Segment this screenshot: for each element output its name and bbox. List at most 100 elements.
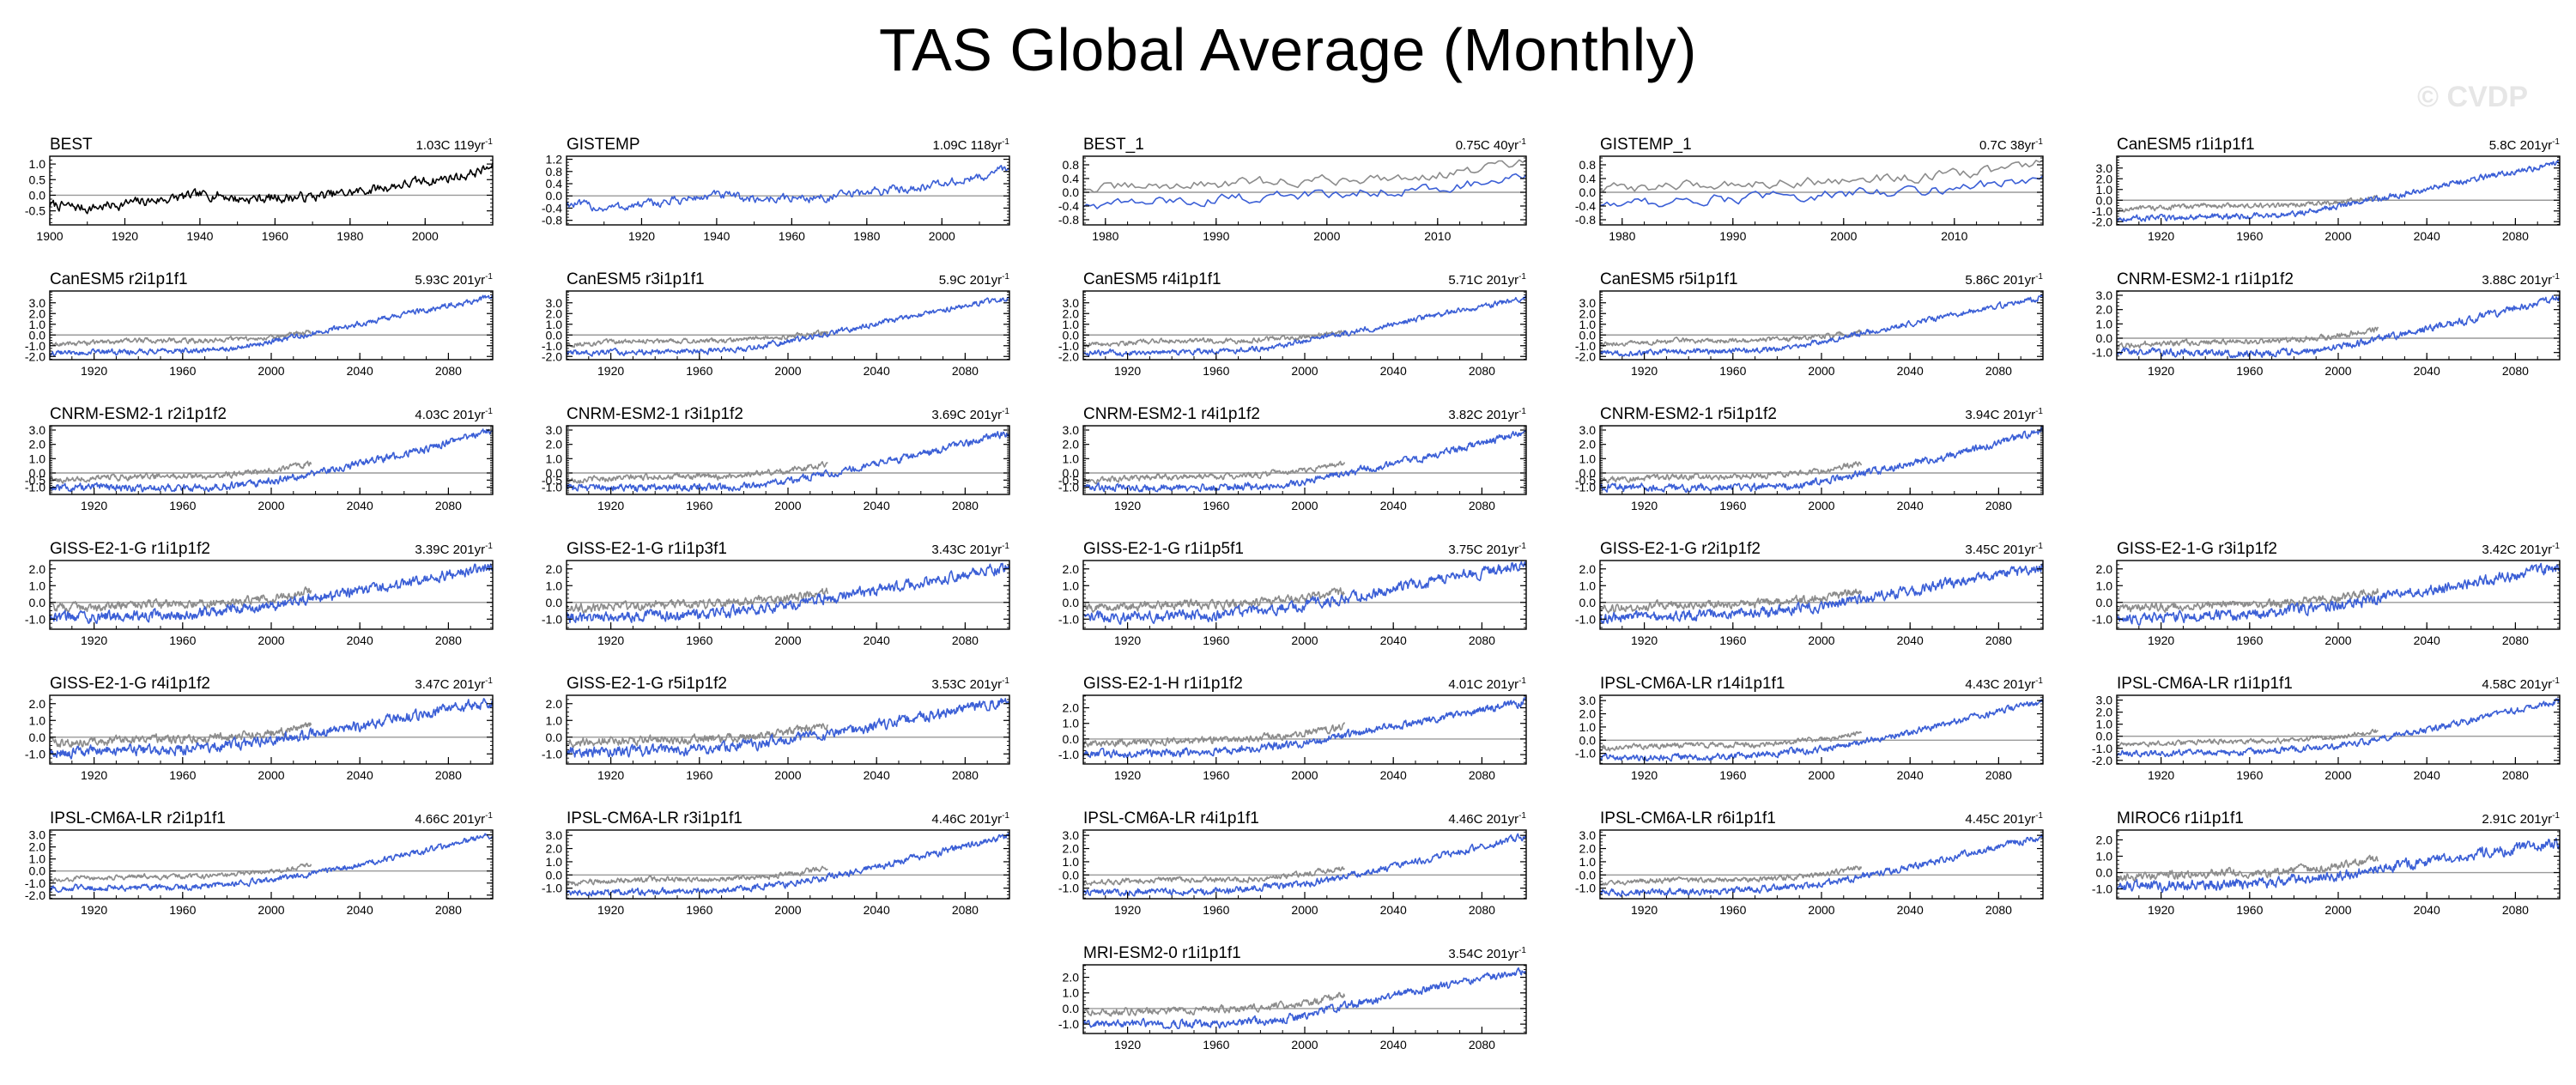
chart-title: CanESM5 r5i1p1f1 — [1600, 270, 1738, 288]
chart-panel: CanESM5 r3i1p1f1 5.9C 201yr-1 1920 1960 2000… — [542, 270, 1010, 378]
y-tick-label: -1.0 — [1058, 1017, 1079, 1031]
chart-panel: GISS-E2-1-G r1i1p3f1 3.43C 201yr-1 1920 196… — [542, 540, 1010, 647]
series-line — [1599, 588, 1863, 614]
series-line — [49, 294, 494, 356]
x-tick-label: 2080 — [1469, 1038, 1495, 1052]
y-tick-label: 1.0 — [1063, 717, 1080, 730]
y-tick-label: 3.0 — [1579, 296, 1597, 310]
x-tick-label: 2040 — [1380, 1038, 1407, 1052]
y-tick-label: 3.0 — [1063, 296, 1080, 310]
x-tick-label: 1960 — [686, 903, 712, 917]
series-line — [566, 329, 829, 349]
trend-label: 0.7C 38yr-1 — [1979, 137, 2043, 153]
x-tick-label: 2000 — [2324, 364, 2351, 378]
x-tick-label: 1920 — [112, 229, 138, 243]
chart-title: CanESM5 r2i1p1f1 — [50, 270, 188, 288]
chart-panel: CanESM5 r2i1p1f1 5.93C 201yr-1 1920 1960 200… — [25, 270, 494, 378]
trend-label: 4.01C 201yr-1 — [1448, 676, 1526, 692]
y-tick-label: 3.0 — [1579, 694, 1597, 707]
y-tick-label: 2.0 — [1579, 562, 1597, 576]
series-line — [566, 587, 829, 615]
x-tick-label: 2040 — [1380, 364, 1407, 378]
x-tick-label: 1920 — [81, 903, 107, 917]
y-tick-label: 3.0 — [546, 423, 563, 437]
y-tick-label: -1.0 — [542, 481, 562, 494]
chart-panel: GISS-E2-1-G r2i1p1f2 3.45C 201yr-1 1920 196… — [1575, 540, 2044, 647]
x-tick-label: 2040 — [347, 768, 373, 782]
y-tick-label: 0.8 — [546, 165, 563, 179]
y-tick-label: -2.0 — [1058, 349, 1079, 363]
trend-exponent: -1 — [1002, 137, 1009, 147]
chart-panel: CNRM-ESM2-1 r5i1p1f2 3.94C 201yr-1 1920 196… — [1575, 405, 2044, 512]
y-tick-label: -0.5 — [1058, 473, 1079, 487]
series-line — [1082, 967, 1527, 1029]
x-tick-label: 1940 — [703, 229, 730, 243]
chart-title: CNRM-ESM2-1 r5i1p1f2 — [1600, 405, 1777, 423]
series-line — [1083, 330, 1346, 348]
y-tick-label: 2.0 — [546, 562, 563, 576]
x-tick-label: 1920 — [81, 633, 107, 647]
trend-label: 3.43C 201yr-1 — [931, 542, 1009, 557]
y-tick-label: -0.5 — [25, 473, 45, 487]
series-line — [566, 430, 1010, 493]
y-tick-label: 0.0 — [1063, 185, 1080, 199]
y-tick-label: -0.5 — [1575, 473, 1596, 487]
series-line — [1082, 587, 1345, 613]
trend-exponent: -1 — [485, 811, 493, 821]
series-line — [1082, 696, 1527, 759]
y-tick-label: 0.0 — [1579, 596, 1597, 609]
chart-panel: CNRM-ESM2-1 r3i1p1f2 3.69C 201yr-1 1920 196… — [542, 405, 1010, 512]
y-tick-label: -0.8 — [542, 214, 562, 227]
trend-label: 2.91C 201yr-1 — [2482, 811, 2560, 827]
x-tick-label: 1920 — [2148, 768, 2174, 782]
trend-exponent: -1 — [2552, 542, 2560, 551]
x-tick-label: 2000 — [1291, 364, 1318, 378]
y-tick-label: 2.0 — [1579, 707, 1597, 721]
x-tick-label: 2000 — [258, 768, 284, 782]
y-tick-label: -1.0 — [1575, 339, 1596, 353]
trend-exponent: -1 — [1002, 811, 1009, 821]
x-tick-label: 2000 — [258, 364, 284, 378]
x-tick-label: 2040 — [1897, 633, 1924, 647]
trend-label: 3.45C 201yr-1 — [1965, 542, 2043, 557]
chart-panel: MIROC6 r1i1p1f1 2.91C 201yr-1 1920 1960 2000… — [2092, 809, 2561, 917]
y-tick-label: -1.0 — [25, 747, 45, 761]
trend-exponent: -1 — [1518, 946, 1526, 955]
x-tick-label: 1960 — [262, 229, 288, 243]
x-tick-label: 2080 — [2502, 768, 2529, 782]
x-tick-label: 1960 — [1719, 903, 1746, 917]
y-tick-label: -0.8 — [1575, 213, 1596, 227]
y-tick-label: 1.0 — [1063, 452, 1080, 465]
plot-frame — [1082, 155, 1527, 226]
trend-label: 4.58C 201yr-1 — [2482, 676, 2560, 692]
series-line — [1599, 294, 2044, 357]
trend-exponent: -1 — [2552, 272, 2560, 282]
y-tick-label: -0.8 — [1058, 213, 1079, 227]
x-tick-label: 1920 — [1631, 499, 1658, 512]
x-tick-label: 2040 — [1897, 364, 1924, 378]
x-tick-label: 2000 — [774, 499, 801, 512]
trend-exponent: -1 — [2035, 407, 2043, 416]
y-tick-label: 0.0 — [546, 730, 563, 744]
series-line — [2116, 838, 2561, 894]
x-tick-label: 2080 — [1985, 633, 2012, 647]
chart-title: GISS-E2-1-G r3i1p1f2 — [2117, 540, 2277, 558]
series-line — [49, 722, 312, 749]
x-tick-label: 1920 — [1631, 633, 1658, 647]
y-tick-label: 2.0 — [29, 438, 46, 452]
y-tick-label: 2.0 — [2096, 172, 2113, 185]
chart-title: GISS-E2-1-G r1i1p1f2 — [50, 540, 210, 558]
y-tick-label: 2.0 — [2096, 303, 2113, 317]
y-tick-label: -1.0 — [25, 876, 45, 890]
y-tick-label: 1.0 — [546, 452, 563, 465]
x-tick-label: 1960 — [1719, 768, 1746, 782]
x-tick-label: 2000 — [258, 903, 284, 917]
chart-panel: IPSL-CM6A-LR r3i1p1f1 4.46C 201yr-1 1920 19… — [542, 809, 1010, 917]
series-line — [1599, 426, 2044, 494]
x-tick-label: 2040 — [347, 903, 373, 917]
x-tick-label: 2040 — [864, 633, 890, 647]
y-tick-label: 0.0 — [1579, 733, 1597, 747]
y-tick-label: 0.4 — [1579, 172, 1597, 185]
y-tick-label: 1.0 — [546, 579, 563, 592]
